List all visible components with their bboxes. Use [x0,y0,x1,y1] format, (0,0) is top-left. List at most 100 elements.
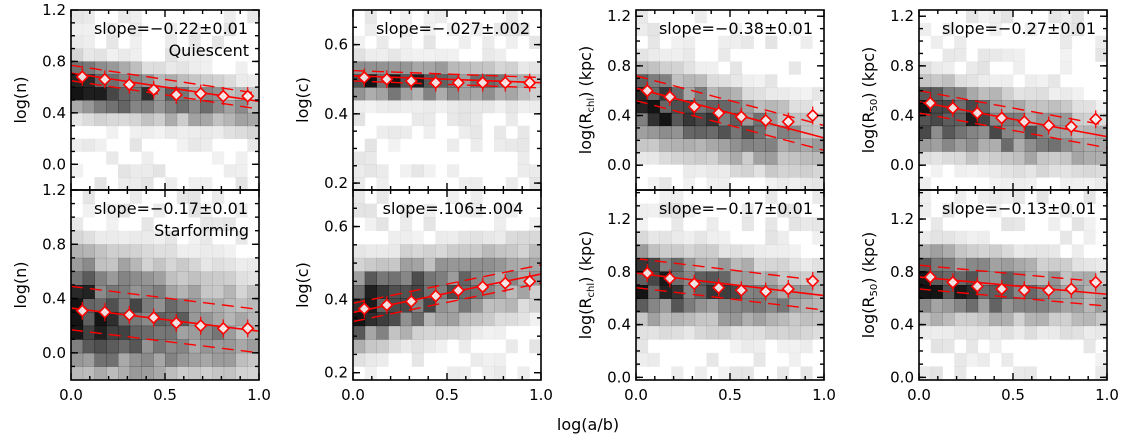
heatmap-cell [636,325,649,340]
x-tick-label: 0.0 [341,386,365,404]
heatmap-cell [82,271,95,286]
fit-band-upper [918,90,1108,127]
heatmap-cell [765,325,778,340]
heatmap-cell [671,151,684,165]
heatmap-cell [942,203,955,218]
heatmap-cell [977,87,990,101]
heatmap-cell [482,352,495,367]
heatmap-cell [1013,177,1026,191]
heatmap-cell [800,164,813,178]
data-point-marker [380,72,394,86]
heatmap-cell [1060,312,1073,327]
heatmap-cell [223,366,236,381]
heatmap-cell [388,339,401,354]
heatmap-cell [659,138,672,152]
heatmap-cell [94,352,107,367]
heatmap-cell [188,285,201,299]
heatmap-cell [659,298,672,313]
heatmap-cell [212,257,225,272]
heatmap-cell [529,217,542,232]
heatmap-cell [353,352,366,367]
heatmap-cell [212,244,225,259]
heatmap-cell [765,312,778,327]
heatmap-cell [966,352,979,367]
heatmap-cell [435,61,448,75]
slope-annotation: slope=−0.17±0.01 [659,199,813,218]
heatmap-cell [400,22,413,37]
heatmap-cell [494,298,507,313]
data-point-marker [1042,118,1056,133]
heatmap-cell [118,325,131,340]
heatmap-cell [1024,366,1037,381]
heatmap-cell [247,257,260,272]
heatmap-cell [1024,244,1037,259]
heatmap-cell [777,177,790,191]
heatmap-cell [671,203,684,218]
heatmap-cell [800,100,813,114]
y-axis-title: log(R50) (kpc) [859,47,880,154]
heatmap-cell [470,230,483,245]
heatmap-cell [153,244,166,259]
heatmap-cell [683,125,696,139]
heatmap-cell [223,352,236,367]
heatmap-cell [930,312,943,327]
heatmap-cell [683,244,696,259]
heatmap-cell [647,74,660,88]
heatmap-cell [694,164,707,178]
heatmap-cell [458,257,471,272]
heatmap-cell [671,257,684,272]
heatmap-cell [494,203,507,218]
heatmap-cell [1013,190,1026,204]
heatmap-cell [529,298,542,313]
heatmap-cell [118,177,131,191]
heatmap-cell [353,285,366,299]
heatmap-cell [777,203,790,218]
heatmap-cell [188,190,201,204]
heatmap-cell [494,48,507,62]
heatmap-cell [435,230,448,245]
heatmap-cell [364,244,377,259]
heatmap-cell [458,87,471,101]
y-tick-label: 1.2 [607,210,631,228]
heatmap-cell [470,244,483,259]
heatmap-cell [683,325,696,340]
heatmap-cell [200,203,213,218]
heatmap-cell [812,177,825,191]
x-tick-label: 1.0 [529,386,553,404]
data-point-marker [734,283,748,297]
x-tick-label: 1.0 [1095,386,1119,404]
heatmap-cell [470,298,483,313]
heatmap-cell [989,74,1002,88]
heatmap-cell [223,112,236,127]
heatmap-cell [777,339,790,354]
data-point-marker [946,101,960,115]
heatmap-cell [930,164,943,178]
heatmap-cell [188,74,201,88]
heatmap-cell [647,151,660,165]
heatmap-cell [153,298,166,313]
heatmap-cell [966,138,979,152]
x-axis-title: log(a/b) [557,415,619,434]
heatmap-cell [647,325,660,340]
heatmap-cell [800,312,813,327]
heatmap-cell [954,312,967,327]
heatmap-cell [1071,100,1084,114]
heatmap-cell [82,352,95,367]
heatmap-cell [1095,366,1108,381]
heatmap-cell [812,298,825,313]
data-point-marker [687,100,701,114]
heatmap-cell [800,285,813,299]
heatmap-cell [954,230,967,245]
heatmap-cell [966,61,979,75]
heatmap-cell [930,151,943,165]
heatmap-cell [400,48,413,62]
heatmap-cell [1024,138,1037,152]
heatmap-cell [517,285,530,299]
heatmap-cell [364,325,377,340]
heatmap-cell [683,285,696,299]
x-tick-label: 0.5 [153,386,177,404]
heatmap-cell [388,244,401,259]
heatmap-cell [765,164,778,178]
heatmap-cell [777,164,790,178]
y-tick-label: 0.4 [890,316,914,334]
